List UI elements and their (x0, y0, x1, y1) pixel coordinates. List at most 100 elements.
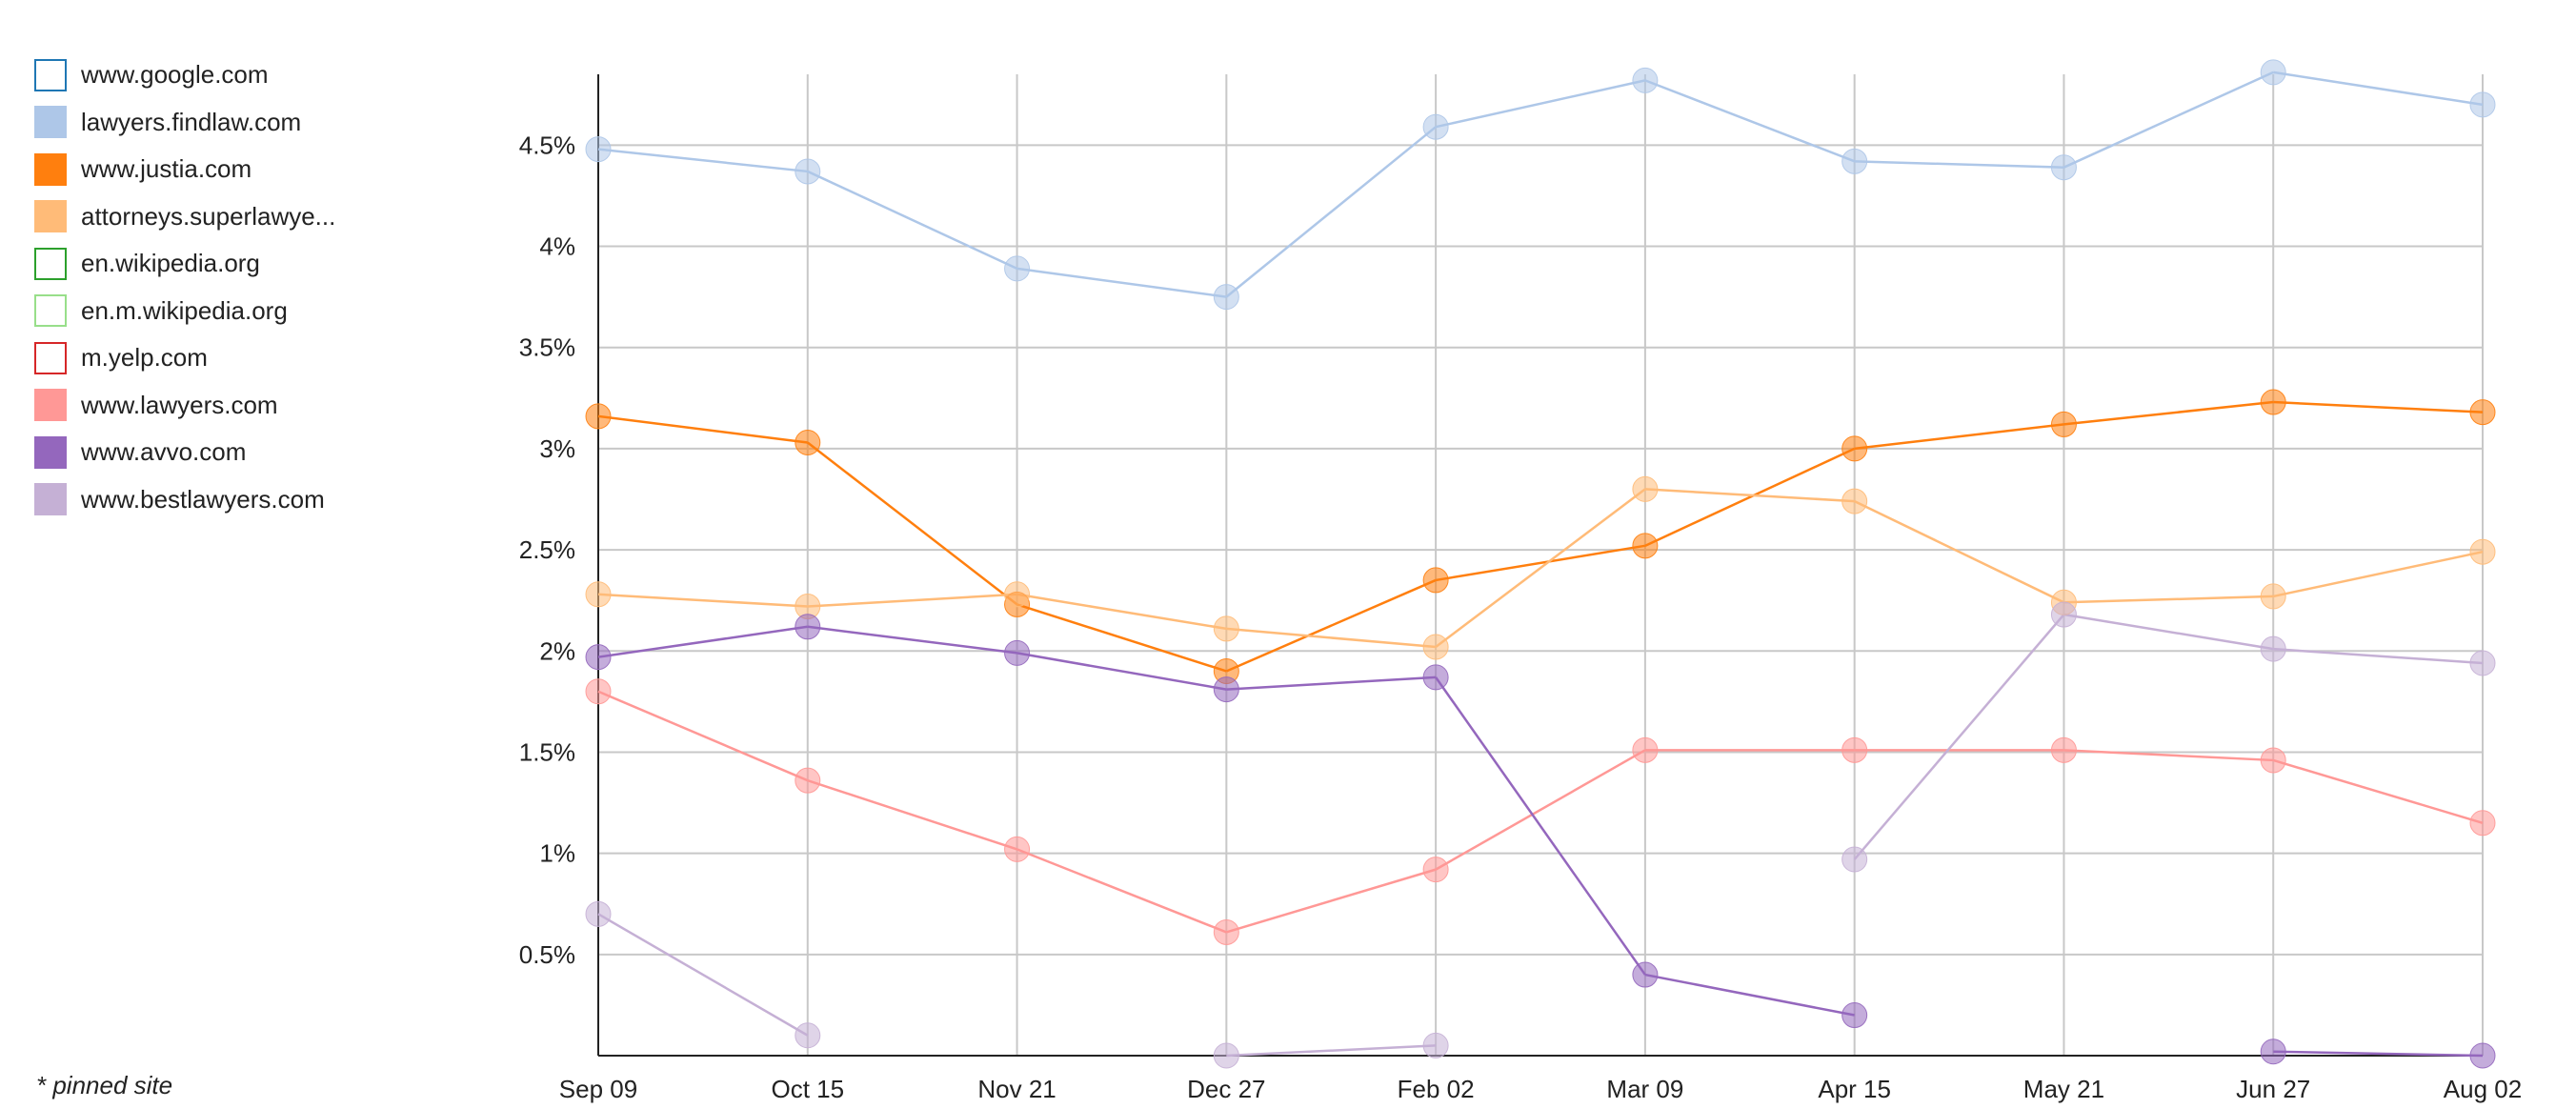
legend-label: en.wikipedia.org (81, 249, 260, 278)
data-point (1841, 148, 1868, 174)
data-point (1213, 615, 1239, 642)
data-point (585, 900, 612, 927)
y-tick-label: 3% (539, 434, 575, 463)
series-line-segment (2063, 400, 2274, 426)
x-tick-label: Dec 27 (1187, 1075, 1265, 1103)
series-line-segment (1225, 126, 1437, 298)
series-line-segment (1435, 544, 1646, 582)
legend-item[interactable]: www.google.com (34, 51, 434, 99)
series-line-segment (2063, 613, 2274, 651)
data-point (2469, 91, 2496, 118)
data-point (1841, 435, 1868, 462)
series-line-segment (2273, 400, 2484, 413)
series-line-segment (1853, 614, 2065, 860)
series-line-segment (1226, 1044, 1437, 1058)
y-tick-label: 1.5% (519, 737, 575, 766)
series-line-segment (1435, 749, 1646, 871)
data-point (2260, 1038, 2286, 1065)
legend-item[interactable]: en.m.wikipedia.org (34, 288, 434, 335)
legend-label: www.justia.com (81, 154, 252, 184)
legend-label: lawyers.findlaw.com (81, 107, 302, 136)
data-point (1841, 1002, 1868, 1029)
series-line-segment (1644, 488, 1855, 503)
legend-swatch (34, 247, 67, 280)
legend-swatch (34, 106, 67, 139)
data-point (2469, 399, 2496, 426)
y-tick-label: 1% (539, 839, 575, 868)
series-line-segment (597, 593, 808, 608)
series-line-segment (807, 170, 1018, 271)
series-line-segment (1435, 488, 1646, 649)
legend-item[interactable]: www.lawyers.com (34, 382, 434, 430)
legend-swatch (34, 389, 67, 422)
series-line-segment (2063, 749, 2274, 762)
data-point (2469, 650, 2496, 676)
data-point (1422, 113, 1449, 140)
series-line-segment (597, 625, 808, 658)
legend-label: www.google.com (81, 60, 269, 90)
x-tick-label: Aug 02 (2444, 1075, 2522, 1103)
legend-item[interactable]: www.bestlawyers.com (34, 476, 434, 524)
series-line-segment (807, 441, 1018, 606)
series-line-segment (1644, 973, 1855, 1017)
data-point (1422, 664, 1449, 691)
legend-item[interactable]: en.wikipedia.org (34, 240, 434, 288)
series-line-segment (2272, 550, 2484, 598)
x-tick-label: Feb 02 (1398, 1075, 1475, 1103)
x-tick-label: Mar 09 (1606, 1075, 1683, 1103)
series-line-segment (2063, 71, 2274, 169)
x-tick-label: Nov 21 (977, 1075, 1056, 1103)
data-point (1004, 581, 1031, 608)
y-tick-label: 2.5% (519, 535, 575, 564)
data-point (1841, 488, 1868, 514)
series-line-segment (1435, 79, 1646, 129)
legend-item[interactable]: m.yelp.com (34, 334, 434, 382)
legend-item[interactable]: www.avvo.com (34, 429, 434, 476)
series-line-segment (1854, 160, 2064, 169)
legend-swatch (34, 152, 67, 186)
pinned-site-footnote: * pinned site (36, 1071, 173, 1099)
data-point (2260, 635, 2286, 662)
data-point (1004, 639, 1031, 666)
data-point (1632, 736, 1659, 763)
series-line-segment (807, 778, 1017, 851)
data-point (2260, 747, 2286, 774)
data-point (1004, 836, 1031, 862)
legend-item[interactable]: attorneys.superlawye... (34, 193, 434, 241)
data-point (795, 1022, 821, 1049)
series-line-segment (2273, 647, 2484, 665)
data-point (2050, 601, 2077, 628)
series-line-segment (597, 148, 808, 173)
series-line-segment (807, 593, 1017, 608)
legend-label: en.m.wikipedia.org (81, 295, 288, 325)
data-point (1004, 255, 1031, 282)
data-point (795, 430, 821, 456)
data-point (2469, 810, 2496, 837)
legend-item[interactable]: www.justia.com (34, 146, 434, 193)
legend-label: www.lawyers.com (81, 390, 278, 419)
x-tick-label: May 21 (2023, 1075, 2104, 1103)
data-point (1422, 1032, 1449, 1059)
legend-swatch (34, 200, 67, 233)
data-point (1422, 857, 1449, 883)
legend-label: m.yelp.com (81, 343, 208, 373)
data-point (1841, 736, 1868, 763)
series-line-segment (597, 690, 809, 782)
x-tick-label: Sep 09 (559, 1075, 637, 1103)
data-point (585, 136, 612, 163)
legend-label: attorneys.superlawye... (81, 201, 336, 231)
legend-label: www.bestlawyers.com (81, 484, 325, 514)
data-point (1422, 634, 1449, 660)
series-line-segment (1644, 79, 1856, 163)
series-line-segment (1016, 267, 1227, 298)
x-tick-label: Apr 15 (1818, 1075, 1891, 1103)
x-tick-label: Oct 15 (771, 1075, 844, 1103)
legend-item[interactable]: lawyers.findlaw.com (34, 99, 434, 147)
data-point (2260, 583, 2286, 610)
series-line-segment (597, 913, 809, 1037)
legend-swatch (34, 435, 67, 469)
data-point (1213, 676, 1239, 703)
series-line-segment (1435, 676, 1646, 976)
data-point (2260, 59, 2286, 86)
series-line-segment (1644, 447, 1856, 547)
